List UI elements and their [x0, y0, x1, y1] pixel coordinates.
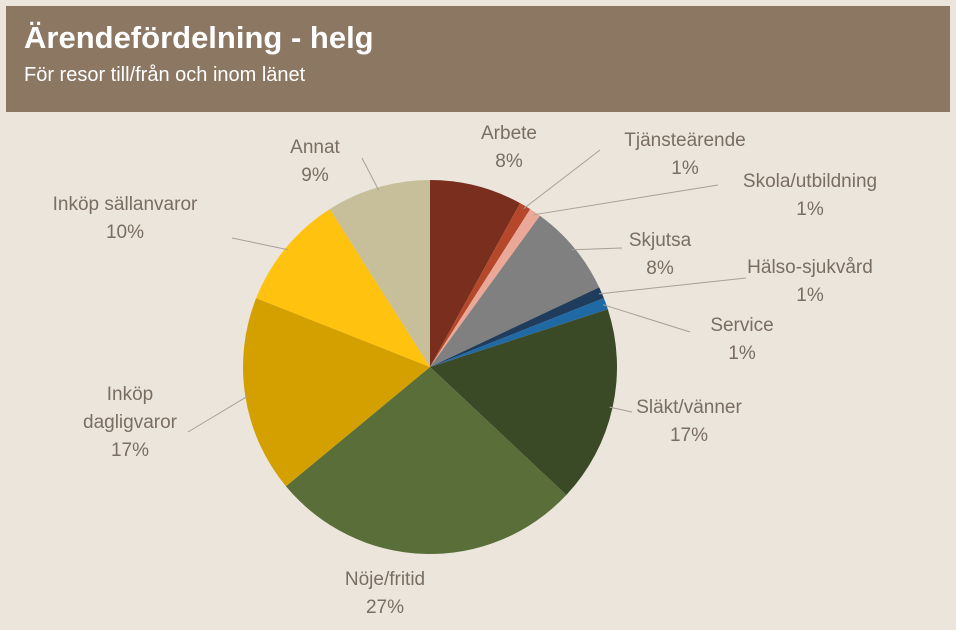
- category-label: Skola/utbildning: [742, 171, 878, 192]
- value-label: 27%: [365, 597, 405, 618]
- value-label: 17%: [110, 440, 150, 461]
- leader-line: [609, 406, 633, 413]
- pie-slice: [430, 298, 608, 367]
- data-label: Släkt/vänner 17%: [636, 394, 742, 450]
- pie-slice: [430, 309, 617, 496]
- leader-line: [361, 157, 380, 191]
- chart-title: Ärendefördelning - helg: [24, 20, 374, 55]
- pie-slice: [430, 180, 521, 367]
- value-label: 9%: [301, 165, 329, 186]
- data-label: Arbete 8%: [481, 120, 537, 176]
- data-label: Tjänsteärende 1%: [624, 127, 745, 183]
- category-label: Service: [710, 315, 774, 336]
- data-label: Annat 9%: [290, 134, 340, 190]
- chart-subtitle: För resor till/från och inom länet: [24, 64, 306, 86]
- value-label: 17%: [669, 425, 709, 446]
- value-label: 8%: [646, 258, 674, 279]
- data-label: Nöje/fritid 27%: [345, 566, 425, 622]
- leader-line: [571, 247, 623, 251]
- pie-slice: [430, 287, 604, 367]
- value-label: 1%: [796, 199, 824, 220]
- data-label: Inköp sällanvaror 10%: [53, 191, 198, 247]
- pie-slice: [430, 203, 531, 367]
- header: Ärendefördelning - helg För resor till/f…: [6, 6, 950, 112]
- leader-line: [598, 277, 747, 295]
- value-label: 8%: [495, 151, 523, 172]
- leader-line: [533, 184, 719, 216]
- pie-slice: [243, 298, 430, 487]
- category-label: Skjutsa: [628, 230, 692, 251]
- category-label: Inköp sällanvaror: [52, 194, 198, 215]
- pie-slice: [329, 180, 430, 367]
- value-label: 10%: [105, 222, 145, 243]
- data-label: Skjutsa 8%: [629, 227, 691, 283]
- pie-slice: [256, 209, 430, 367]
- category-label: Hälso-sjukvård: [747, 257, 873, 278]
- pie-slice: [430, 215, 600, 367]
- pie-slice: [430, 209, 540, 367]
- leader-line: [602, 304, 691, 333]
- pie-slice: [285, 367, 567, 554]
- category-label: Arbete: [481, 123, 537, 144]
- value-label: 1%: [728, 343, 756, 364]
- leader-line: [523, 149, 601, 210]
- value-label: 1%: [671, 158, 699, 179]
- category-label: Annat: [290, 137, 340, 158]
- category-label: Släkt/vänner: [636, 397, 742, 418]
- data-label: Inköp dagligvaror 17%: [70, 381, 190, 465]
- data-label: Service 1%: [710, 312, 773, 368]
- value-label: 1%: [796, 285, 824, 306]
- category-label: Tjänsteärende: [624, 130, 746, 151]
- leader-line: [231, 237, 289, 251]
- data-label: Hälso-sjukvård 1%: [747, 254, 873, 310]
- leader-line: [187, 395, 249, 433]
- category-label: Inköp dagligvaror: [83, 384, 177, 433]
- data-label: Skola/utbildning 1%: [743, 168, 877, 224]
- category-label: Nöje/fritid: [344, 569, 426, 590]
